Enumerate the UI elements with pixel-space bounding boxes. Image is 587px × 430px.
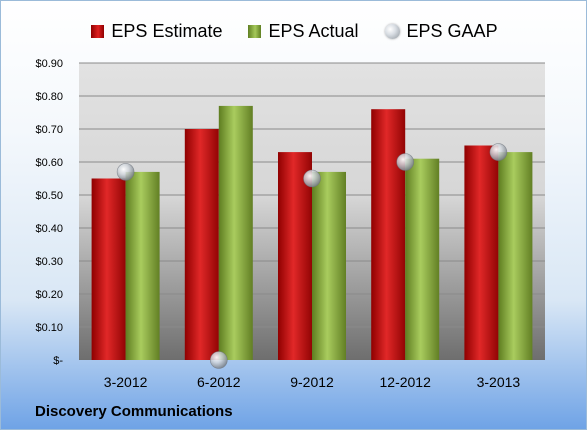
bar-eps-actual (312, 171, 346, 360)
y-tick-label: $0.60 (35, 157, 63, 169)
marker-eps-gaap (396, 153, 415, 171)
bar-eps-actual (218, 105, 253, 361)
x-axis-tick-labels: 3-2012 6-2012 9-2012 12-2012 3-2013 (104, 374, 521, 390)
y-tick-label: $0.50 (35, 190, 63, 202)
legend-label-estimate: EPS Estimate (111, 20, 223, 41)
x-tick-label: 3-2013 (477, 374, 521, 390)
y-tick-label: $- (53, 355, 63, 367)
marker-eps-gaap (303, 169, 321, 188)
y-tick-label: $0.40 (35, 223, 63, 235)
legend-item-actual: EPS Actual (248, 20, 359, 42)
marker-eps-gaap (210, 351, 228, 369)
bar-eps-actual (498, 152, 533, 360)
y-tick-label: $0.70 (35, 124, 63, 136)
bar-eps-estimate (184, 129, 219, 360)
bar-eps-estimate (464, 145, 499, 360)
bar-eps-estimate (371, 109, 406, 360)
legend-item-gaap: EPS GAAP (384, 20, 498, 42)
marker-eps-gaap (489, 143, 508, 161)
legend-label-actual: EPS Actual (268, 20, 359, 41)
x-tick-label: 12-2012 (380, 374, 432, 390)
y-tick-label: $0.90 (35, 58, 63, 70)
bar-eps-actual (405, 158, 440, 360)
legend-swatch-gaap (384, 23, 400, 39)
y-tick-label: $0.10 (35, 322, 63, 334)
x-tick-label: 6-2012 (197, 374, 241, 390)
legend-item-estimate: EPS Estimate (91, 21, 222, 42)
legend-swatch-estimate (91, 24, 105, 38)
bars (91, 105, 533, 361)
y-tick-label: $0.80 (35, 91, 63, 103)
legend-label-gaap: EPS GAAP (406, 20, 498, 41)
x-tick-label: 3-2012 (104, 374, 148, 390)
company-name: Discovery Communications (35, 403, 233, 420)
bar-eps-estimate (278, 152, 312, 360)
y-tick-label: $0.30 (35, 256, 63, 268)
gaap-markers (116, 143, 508, 369)
bar-eps-actual (125, 171, 160, 360)
y-axis-tick-labels: $- $0.10 $0.20 $0.30 $0.40 $0.50 $0.60 $0.70 $0.… (35, 58, 63, 367)
legend: EPS Estimate EPS Actual EPS GAAP (1, 19, 586, 43)
x-tick-label: 9-2012 (290, 374, 334, 390)
legend-swatch-actual (248, 24, 262, 38)
marker-eps-gaap (116, 163, 135, 181)
bar-eps-estimate (91, 178, 126, 360)
y-tick-label: $0.20 (35, 289, 63, 301)
